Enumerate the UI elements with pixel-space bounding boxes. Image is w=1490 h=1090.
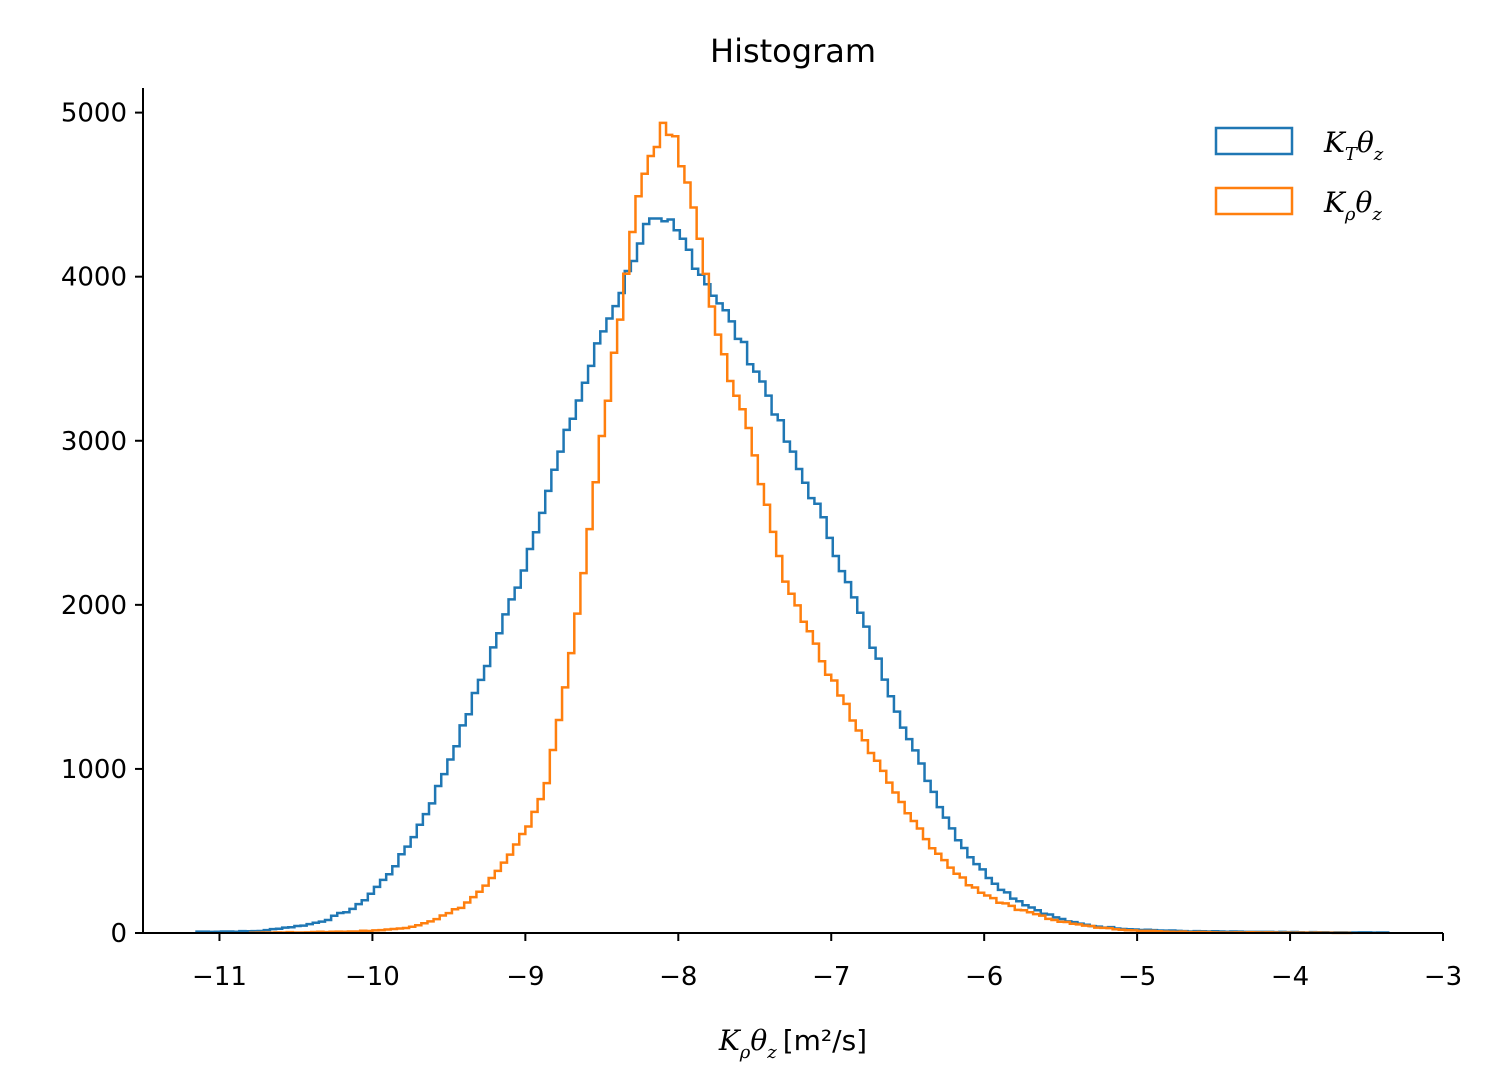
y-tick-label: 1000 [61,755,127,785]
x-tick-label: −8 [659,962,697,992]
series-krho-step-line [248,121,1353,935]
legend-label-krho: Kρθz [1323,186,1382,225]
legend: KTθz Kρθz [1214,126,1384,225]
x-tick-label: −7 [812,962,850,992]
x-tick-label: −11 [192,962,247,992]
legend-label-kt: KTθz [1323,126,1384,165]
y-axis-ticks: 0 1000 2000 3000 4000 5000 [61,99,143,949]
legend-swatch-kt [1214,126,1294,156]
series-kt-step-line [195,217,1391,934]
x-axis-label: Kρθz [m²/s] [718,1024,867,1063]
y-tick-label: 5000 [61,99,127,129]
y-tick-label: 2000 [61,591,127,621]
plot-area [195,121,1391,935]
x-axis-ticks: −11 −10 −9 −8 −7 −6 −5 −4 −3 [192,933,1462,992]
x-tick-label: −5 [1118,962,1156,992]
chart-title: Histogram [710,32,876,70]
x-tick-label: −10 [345,962,400,992]
x-tick-label: −6 [965,962,1003,992]
legend-swatch-krho [1214,186,1294,216]
x-tick-label: −4 [1271,962,1309,992]
y-tick-label: 0 [110,919,127,949]
y-tick-label: 4000 [61,263,127,293]
x-tick-label: −3 [1424,962,1462,992]
y-tick-label: 3000 [61,427,127,457]
x-tick-label: −9 [506,962,544,992]
